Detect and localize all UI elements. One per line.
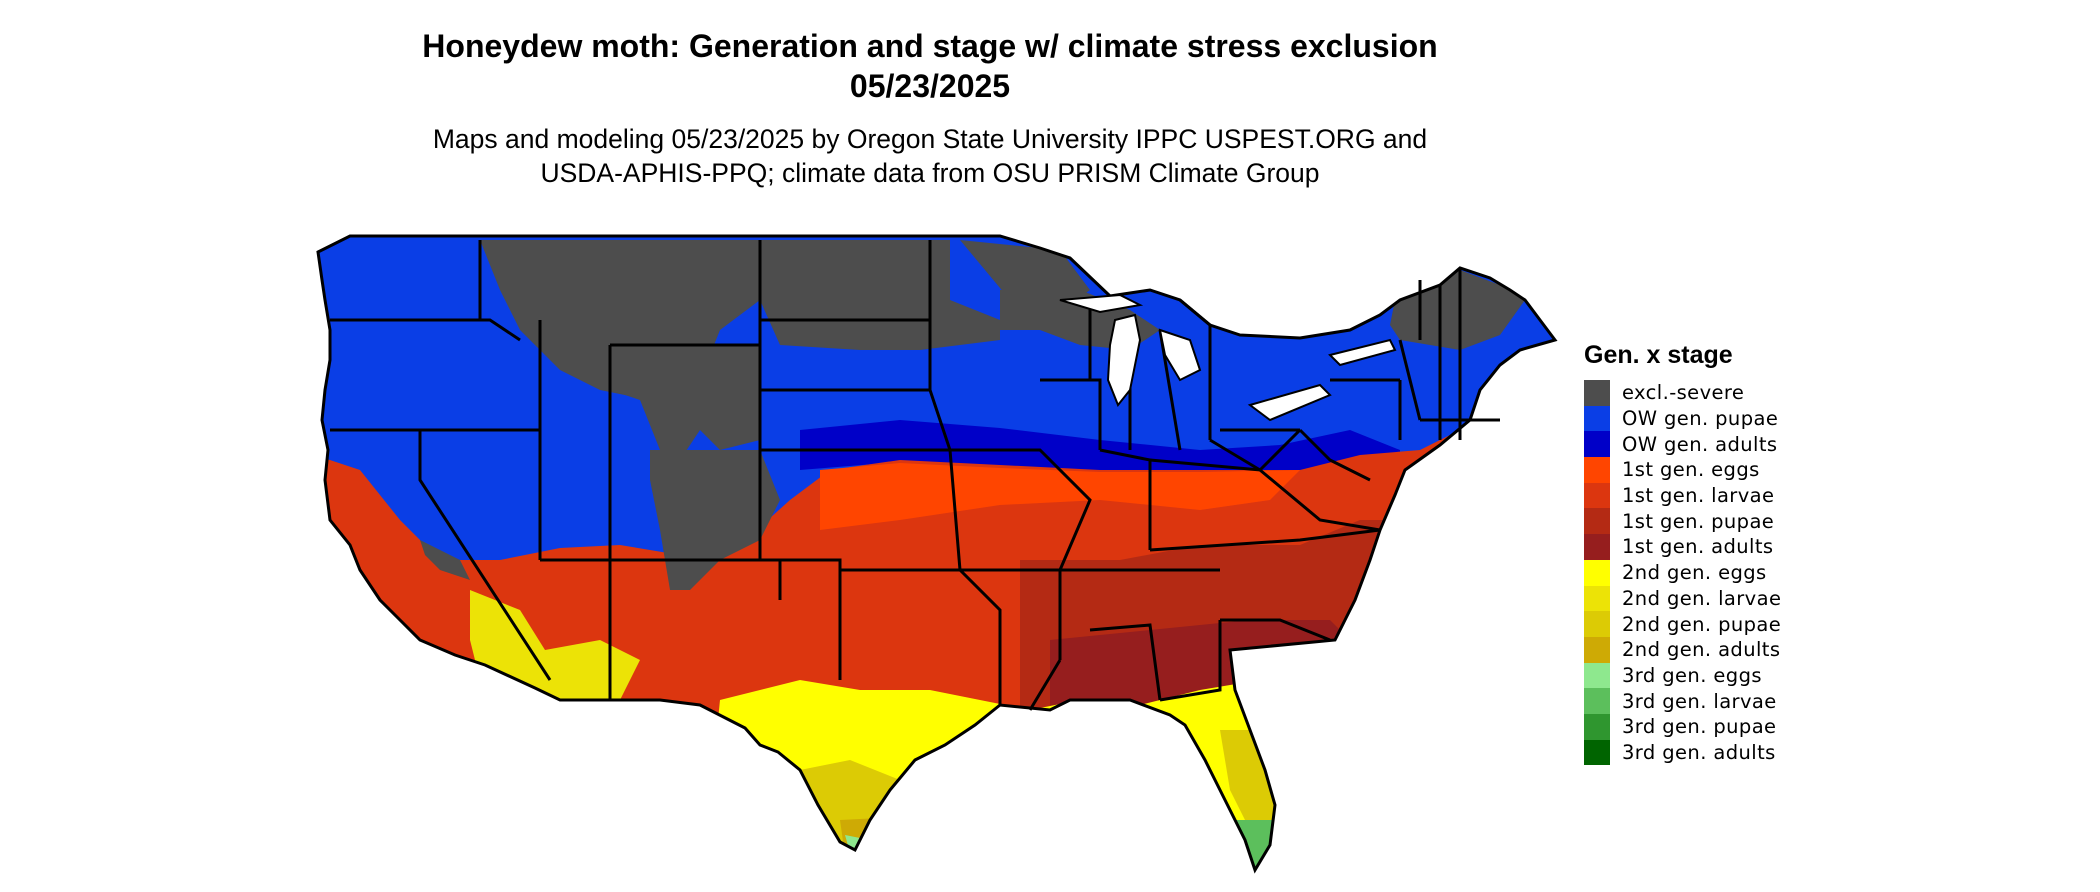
legend-label: 3rd gen. larvae bbox=[1622, 689, 1777, 713]
legend-item: 1st gen. larvae bbox=[1584, 482, 1781, 509]
legend-swatch bbox=[1584, 508, 1610, 535]
legend-swatch bbox=[1584, 482, 1610, 509]
legend-swatch bbox=[1584, 457, 1610, 483]
legend-label: 1st gen. pupae bbox=[1622, 509, 1775, 533]
state-borders bbox=[316, 234, 1558, 874]
legend-item: excl.-severe bbox=[1584, 380, 1781, 406]
legend-label: excl.-severe bbox=[1622, 381, 1745, 405]
legend-items: excl.-severe OW gen. pupae OW gen. adults 1… bbox=[1584, 380, 1782, 766]
legend-item: 2nd gen. adults bbox=[1584, 636, 1781, 663]
map-date: 05/23/2025 bbox=[849, 68, 1011, 104]
legend-label: 3rd gen. pupae bbox=[1622, 715, 1777, 739]
legend-swatch bbox=[1584, 688, 1610, 714]
legend: Gen. x stage excl.-severe OW gen. pupae OW… bbox=[1584, 340, 1782, 766]
legend-item: 3rd gen. pupae bbox=[1584, 713, 1781, 740]
legend-label: 1st gen. larvae bbox=[1622, 484, 1775, 508]
legend-swatch bbox=[1584, 559, 1610, 586]
legend-swatch bbox=[1584, 713, 1610, 740]
legend-label: 3rd gen. eggs bbox=[1622, 663, 1762, 687]
legend-label: OW gen. pupae bbox=[1622, 407, 1779, 431]
legend-swatch bbox=[1584, 611, 1610, 637]
map-title: Honeydew moth: Generation and stage w/ c… bbox=[422, 28, 1438, 64]
legend-item: 1st gen. pupae bbox=[1584, 508, 1781, 535]
legend-swatch bbox=[1584, 585, 1610, 612]
legend-label: 2nd gen. pupae bbox=[1622, 612, 1782, 636]
map-credit-line-1: Maps and modeling 05/23/2025 by Oregon S… bbox=[432, 124, 1428, 154]
legend-label: 1st gen. eggs bbox=[1622, 458, 1760, 482]
legend-swatch bbox=[1584, 636, 1610, 663]
legend-item: 2nd gen. eggs bbox=[1584, 559, 1781, 586]
legend-label: OW gen. adults bbox=[1622, 432, 1778, 456]
legend-swatch bbox=[1584, 380, 1610, 406]
legend-item: OW gen. adults bbox=[1584, 431, 1781, 458]
legend-swatch bbox=[1584, 534, 1610, 560]
legend-item: 1st gen. eggs bbox=[1584, 457, 1781, 483]
legend-label: 2nd gen. adults bbox=[1622, 638, 1781, 662]
legend-item: OW gen. pupae bbox=[1584, 405, 1781, 432]
legend-swatch bbox=[1584, 662, 1610, 689]
legend-label: 1st gen. adults bbox=[1622, 535, 1774, 559]
legend-item: 3rd gen. eggs bbox=[1584, 662, 1781, 689]
legend-item: 1st gen. adults bbox=[1584, 534, 1781, 560]
legend-label: 2nd gen. eggs bbox=[1622, 561, 1767, 585]
great-lakes bbox=[1059, 293, 1397, 422]
legend-swatch bbox=[1584, 739, 1610, 766]
legend-label: 2nd gen. larvae bbox=[1622, 586, 1782, 610]
legend-title: Gen. x stage bbox=[1584, 341, 1733, 369]
legend-item: 3rd gen. adults bbox=[1584, 739, 1781, 766]
legend-label: 3rd gen. adults bbox=[1622, 740, 1776, 764]
legend-item: 2nd gen. pupae bbox=[1584, 611, 1781, 637]
legend-swatch bbox=[1584, 405, 1610, 432]
legend-swatch bbox=[1584, 431, 1610, 458]
legend-item: 2nd gen. larvae bbox=[1584, 585, 1782, 612]
legend-item: 3rd gen. larvae bbox=[1584, 688, 1781, 714]
map-credit-line-2: USDA-APHIS-PPQ; climate data from OSU PR… bbox=[540, 158, 1320, 188]
